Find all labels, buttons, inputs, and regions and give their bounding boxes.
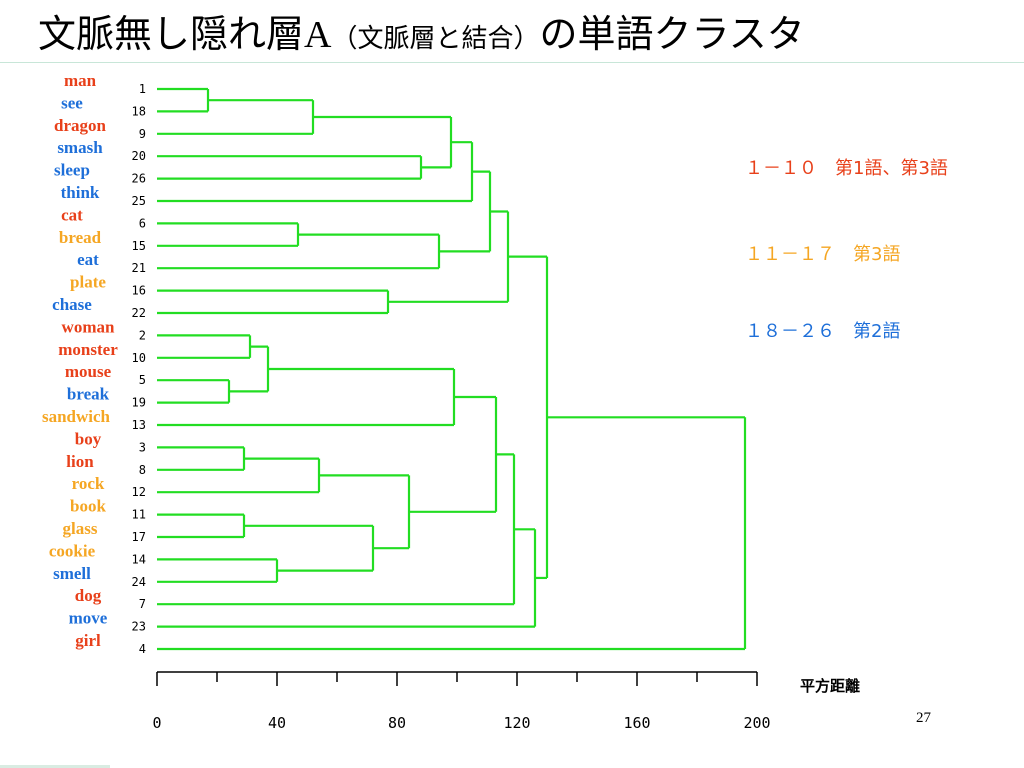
leaf-number: 19: [132, 396, 146, 410]
x-tick-label: 200: [743, 714, 770, 732]
leaf-word-sleep: sleep: [54, 161, 90, 180]
leaf-word-break: break: [67, 385, 110, 404]
leaf-number: 25: [132, 194, 146, 208]
leaf-word-book: book: [70, 497, 106, 516]
leaf-word-mouse: mouse: [65, 362, 112, 381]
legend-group-1: １－１０ 第1語、第3語: [745, 158, 948, 179]
leaf-number: 26: [132, 172, 146, 186]
leaf-word-cat: cat: [61, 205, 83, 224]
leaf-word-smash: smash: [57, 138, 103, 157]
leaf-word-glass: glass: [63, 519, 98, 538]
leaf-word-see: see: [61, 93, 83, 112]
leaf-word-think: think: [61, 183, 100, 202]
bottom-accent: [0, 765, 110, 768]
leaf-number: 21: [132, 261, 146, 275]
leaf-number: 1: [139, 82, 146, 96]
leaf-number: 13: [132, 418, 146, 432]
leaf-number: 10: [132, 351, 146, 365]
leaf-word-move: move: [69, 609, 108, 628]
x-tick-label: 40: [268, 714, 286, 732]
x-tick-label: 80: [388, 714, 406, 732]
leaf-number: 7: [139, 597, 146, 611]
leaf-word-woman: woman: [62, 317, 115, 336]
leaf-word-rock: rock: [72, 474, 105, 493]
leaf-word-man: man: [64, 71, 97, 90]
x-tick-label: 120: [503, 714, 530, 732]
leaf-number: 24: [132, 575, 146, 589]
leaf-word-lion: lion: [66, 452, 94, 471]
x-tick-label: 0: [152, 714, 161, 732]
leaf-number: 4: [139, 642, 146, 656]
legend-group-3: １８－２６ 第2語: [745, 321, 901, 342]
leaf-number: 12: [132, 485, 146, 499]
leaf-word-chase: chase: [52, 295, 92, 314]
leaf-number: 9: [139, 127, 146, 141]
leaf-number: 17: [132, 530, 146, 544]
leaf-number: 8: [139, 463, 146, 477]
leaf-word-dog: dog: [75, 586, 102, 605]
title-rule: [0, 62, 1024, 63]
legend-group-2: １１－１７ 第3語: [745, 244, 901, 265]
leaf-number: 16: [132, 284, 146, 298]
leaf-word-smell: smell: [53, 564, 91, 583]
leaf-word-monster: monster: [58, 340, 118, 359]
leaf-number: 15: [132, 239, 146, 253]
leaf-word-eat: eat: [77, 250, 99, 269]
title-latin: A: [304, 14, 332, 56]
leaf-word-dragon: dragon: [54, 116, 107, 135]
title-tail: の単語クラスタ: [539, 12, 805, 56]
leaf-word-girl: girl: [75, 631, 101, 650]
leaf-word-cookie: cookie: [49, 541, 96, 560]
page-number: 27: [916, 710, 931, 726]
title-main: 文脈無し隠れ層: [38, 12, 305, 56]
leaf-number: 2: [139, 328, 146, 342]
leaf-number: 22: [132, 306, 146, 320]
leaf-number: 11: [132, 508, 146, 522]
x-tick-label: 160: [623, 714, 650, 732]
leaf-word-bread: bread: [59, 228, 102, 247]
slide-title: 文脈無し隠れ層A（文脈層と結合）の単語クラスタ: [38, 8, 805, 65]
leaf-word-sandwich: sandwich: [42, 407, 111, 426]
leaf-number: 18: [132, 104, 146, 118]
title-paren: （文脈層と結合）: [331, 24, 540, 54]
leaf-word-plate: plate: [70, 273, 106, 292]
leaf-number: 6: [139, 216, 146, 230]
leaf-number: 20: [132, 149, 146, 163]
leaf-number: 3: [139, 440, 146, 454]
leaf-number: 5: [139, 373, 146, 387]
leaf-number: 14: [132, 552, 146, 566]
leaf-number: 23: [132, 620, 146, 634]
x-axis-title: 平方距離: [800, 677, 861, 695]
leaf-word-boy: boy: [75, 429, 102, 448]
